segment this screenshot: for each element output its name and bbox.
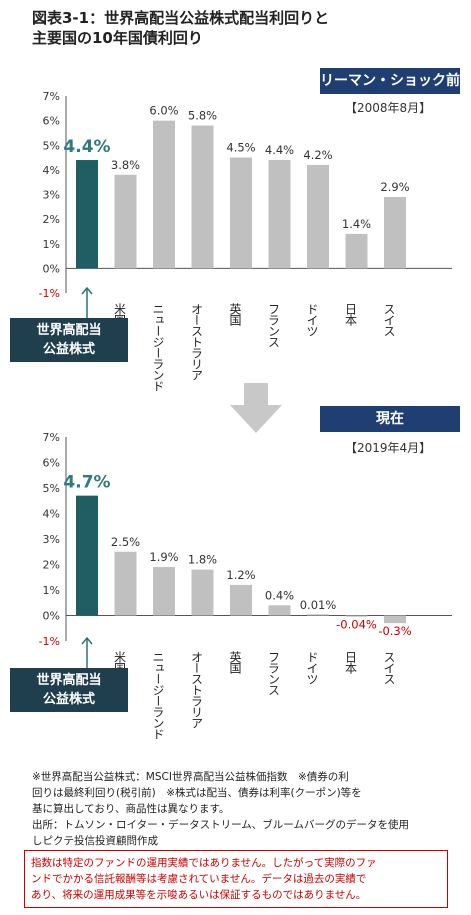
category-label: フランス (267, 651, 281, 696)
highlight-bar (76, 160, 98, 269)
data-label: 4.4% (265, 143, 294, 157)
data-label: -0.3% (378, 624, 411, 638)
disclaimer-line: ンドでかかる信託報酬等は考慮されていません。データは過去の実績で (31, 873, 367, 885)
y-tick-label: 4% (43, 508, 60, 521)
y-tick-label: 4% (43, 164, 60, 177)
data-label: 1.4% (342, 217, 371, 231)
highlight-label-line1: 世界高配当 (36, 673, 102, 688)
source-notes: ※世界高配当公益株式：MSCI世界高配当公益株価指数 ※債券の利 回りは最終利回… (32, 769, 452, 849)
category-label: スイス (382, 651, 396, 685)
y-tick-label: 6% (43, 115, 60, 128)
chart-title-line1: 図表3-1：世界高配当公益株式配当利回りと (32, 9, 330, 27)
data-label: 0.01% (300, 598, 337, 612)
y-tick-label: 5% (43, 139, 60, 152)
disclaimer-line: あり、将来の運用成果等を示唆あるいは保証するものではありません。 (31, 889, 367, 901)
data-label: 1.2% (226, 568, 255, 582)
data-label: 2.5% (111, 535, 140, 549)
highlight-label-before: 世界高配当 公益株式 (10, 318, 128, 362)
bar-chart-before: -1%0%1%2%3%4%5%6%7%4.4%3.8%米国6.0%ニュージーラン… (39, 90, 452, 391)
down-arrow-icon (230, 383, 282, 433)
data-label: 3.8% (111, 158, 140, 172)
bar (153, 120, 175, 269)
bar (153, 567, 175, 616)
bar (384, 196, 406, 269)
period-badge-before: リーマン・ショック前 (320, 68, 460, 94)
chart-title: 図表3-1：世界高配当公益株式配当利回りと 主要国の10年国債利回り (32, 8, 452, 48)
bar (268, 605, 291, 616)
y-tick-label: 5% (43, 482, 60, 495)
y-tick-label: 7% (43, 431, 60, 444)
bar (345, 233, 368, 269)
y-tick-label: 0% (43, 262, 60, 275)
highlight-label-line2: 公益株式 (42, 342, 95, 357)
y-tick-label: -1% (39, 287, 60, 300)
date-label-now: 【2019年4月】 (345, 441, 432, 455)
y-tick-label: 2% (43, 559, 60, 572)
bar (307, 614, 329, 616)
bar (230, 584, 252, 616)
highlight-label-line1: 世界高配当 (36, 323, 102, 338)
data-label: 4.4% (63, 137, 110, 157)
data-label: 5.8% (188, 109, 217, 123)
category-label: オーストラリア (190, 303, 204, 381)
y-tick-label: 2% (43, 213, 60, 226)
y-tick-label: 6% (43, 457, 60, 470)
bar (230, 157, 252, 269)
y-tick-label: 3% (43, 189, 60, 202)
data-label: 1.9% (149, 550, 178, 564)
note-line: 回りは最終利回り(税引前) ※株式は配当、債券は利率(クーポン)等を (32, 787, 362, 799)
note-line: 出所：トムソン・ロイター・データストリーム、ブルームバーグのデータを使用 (32, 819, 409, 831)
category-label: ドイツ (305, 651, 319, 684)
data-label: 0.4% (265, 588, 294, 602)
note-line: 基に算出しており、商品性は異なります。 (32, 803, 230, 815)
highlight-label-line2: 公益株式 (42, 692, 95, 707)
y-tick-label: 3% (43, 533, 60, 546)
bar (345, 615, 368, 617)
bar (384, 615, 406, 624)
category-label: ドイツ (305, 303, 319, 336)
bar (268, 160, 291, 269)
y-tick-label: 1% (43, 238, 60, 251)
disclaimer-line: 指数は特定のファンドの運用実績ではありません。したがって実際のファ (31, 857, 377, 869)
category-label: ニュージーランド (151, 303, 165, 391)
category-label: 日本 (344, 651, 358, 675)
category-label: 英国 (228, 303, 242, 326)
category-label: フランス (267, 303, 281, 348)
y-tick-label: -1% (39, 635, 60, 648)
category-label: ニュージーランド (151, 651, 165, 739)
category-label: 英国 (228, 651, 242, 674)
up-arrow-icon (81, 636, 93, 668)
category-label: 米国 (113, 651, 127, 674)
y-tick-label: 1% (43, 584, 60, 597)
disclaimer-box: 指数は特定のファンドの運用実績ではありません。したがって実際のファ ンドでかかる… (24, 850, 448, 908)
data-label: 4.5% (226, 141, 255, 155)
data-label: 6.0% (149, 104, 178, 118)
category-label: オーストラリア (190, 651, 204, 729)
highlight-label-now: 世界高配当 公益株式 (10, 668, 128, 712)
category-label: スイス (382, 303, 396, 337)
highlight-bar (76, 495, 98, 616)
period-badge-now: 現在 (320, 406, 460, 432)
bar (114, 174, 137, 269)
bar (191, 125, 214, 269)
category-label: 日本 (344, 303, 358, 327)
chart-title-line2: 主要国の10年国債利回り (32, 29, 203, 47)
note-line: しピクテ投信投資顧問作成 (32, 835, 158, 847)
bar (307, 164, 329, 269)
data-label: 4.2% (303, 148, 332, 162)
bar (191, 569, 214, 616)
bar (114, 551, 137, 616)
date-label-before: 【2008年8月】 (345, 101, 432, 115)
data-label: -0.04% (336, 618, 377, 632)
y-tick-label: 0% (43, 610, 60, 623)
note-line: ※世界高配当公益株式：MSCI世界高配当公益株価指数 ※債券の利 (32, 771, 349, 783)
data-label: 2.9% (380, 180, 409, 194)
data-label: 1.8% (188, 553, 217, 567)
bar-chart-now: -1% 0% 1% 2% 3% 4% 5% 6% 7% 4.7% 2.5% 米国 1.9% ニュージーラン… (39, 431, 452, 739)
y-tick-label: 7% (43, 90, 60, 103)
up-arrow-icon (81, 286, 93, 318)
data-label: 4.7% (63, 473, 110, 493)
